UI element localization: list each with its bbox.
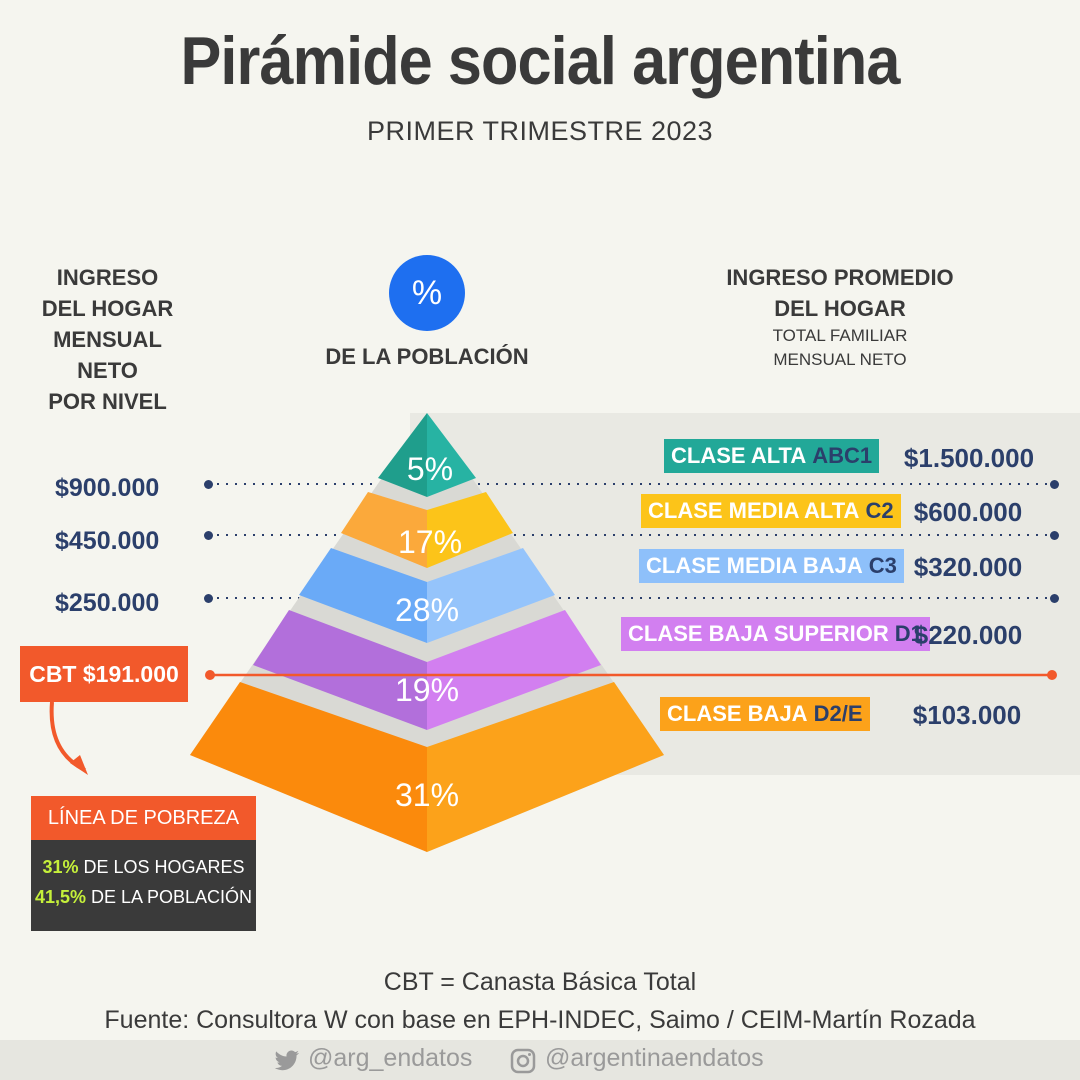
avg-income-baja: $103.000 xyxy=(912,700,1022,730)
tier-baja-superior-right-face xyxy=(427,610,601,730)
class-name: CLASE BAJA SUPERIOR xyxy=(628,621,889,646)
threshold-dot xyxy=(1050,594,1059,603)
threshold-dot xyxy=(204,594,213,603)
avg-income-media-baja: $320.000 xyxy=(913,552,1023,582)
threshold-value: $250.000 xyxy=(55,589,160,617)
threshold-dot xyxy=(1050,531,1059,540)
threshold-dot xyxy=(1050,480,1059,489)
class-badge-media-alta: CLASE MEDIA ALTA C2 xyxy=(641,494,901,528)
households-percent: 31% xyxy=(42,857,79,877)
threshold-value: $450.000 xyxy=(55,527,160,555)
percent-label-media-alta: 17% xyxy=(397,524,463,560)
instagram-icon xyxy=(510,1048,536,1074)
households-label: DE LOS HOGARES xyxy=(83,857,245,877)
poverty-population: 41,5% DE LA POBLACIÓN xyxy=(31,887,256,908)
class-name: CLASE MEDIA ALTA xyxy=(648,498,860,523)
footer-source: Fuente: Consultora W con base en EPH-IND… xyxy=(104,1006,976,1034)
left-header-line: MENSUAL NETO xyxy=(53,327,162,383)
left-header-line: POR NIVEL xyxy=(48,389,167,414)
left-column-header: INGRESO DEL HOGAR MENSUAL NETO POR NIVEL xyxy=(20,262,195,417)
class-badge-media-baja: CLASE MEDIA BAJA C3 xyxy=(639,549,904,583)
tier-baja-right-face xyxy=(427,682,664,852)
threshold-dot xyxy=(204,531,213,540)
class-badge-alta: CLASE ALTA ABC1 xyxy=(664,439,880,473)
right-header-subline: TOTAL FAMILIAR xyxy=(772,326,908,345)
tier-media-alta-right-face xyxy=(427,492,513,568)
class-code: C2 xyxy=(865,498,894,523)
poverty-households: 31% DE LOS HOGARES xyxy=(31,857,256,878)
percent-label-alta: 5% xyxy=(406,451,454,487)
threshold-dot xyxy=(204,480,213,489)
class-name: CLASE MEDIA BAJA xyxy=(646,553,863,578)
tier-media-baja-left-face xyxy=(299,548,427,643)
percent-label-media-baja: 28% xyxy=(394,592,460,628)
avg-income-baja-superior: $220.000 xyxy=(913,620,1023,650)
population-header: DE LA POBLACIÓN xyxy=(325,344,529,369)
tier-alta-left-face xyxy=(378,413,427,497)
tier-media-alta-left-face xyxy=(341,492,427,568)
class-badge-baja: CLASE BAJA D2/E xyxy=(660,697,870,731)
tier-baja-left-face xyxy=(190,682,427,852)
twitter-handle[interactable]: @arg_endatos xyxy=(308,1044,473,1072)
tier-alta-right-face xyxy=(427,413,476,497)
poverty-line-title: LÍNEA DE POBREZA xyxy=(31,796,256,840)
twitter-icon xyxy=(274,1050,300,1071)
tier-baja-superior-left-face xyxy=(253,610,427,730)
population-percent: 41,5% xyxy=(34,887,86,907)
footer-note: CBT = Canasta Básica Total xyxy=(383,968,697,996)
right-header-line: INGRESO PROMEDIO xyxy=(726,265,954,290)
page-subtitle: PRIMER TRIMESTRE 2023 xyxy=(366,116,714,146)
threshold-value: $900.000 xyxy=(55,474,160,502)
left-header-line: INGRESO xyxy=(56,265,159,290)
instagram-handle[interactable]: @argentinaendatos xyxy=(545,1044,764,1072)
right-header-line: DEL HOGAR xyxy=(774,296,906,321)
cbt-line-start-dot xyxy=(205,670,215,680)
percent-icon: % xyxy=(389,255,465,331)
left-header-line: DEL HOGAR xyxy=(41,296,174,321)
cbt-label-box: CBT $191.000 xyxy=(20,646,188,702)
avg-income-alta: $1.500.000 xyxy=(903,443,1035,473)
class-name: CLASE BAJA xyxy=(667,701,808,726)
class-code: D2/E xyxy=(813,701,863,726)
class-code: D1 xyxy=(894,621,923,646)
population-label: DE LA POBLACIÓN xyxy=(91,887,253,907)
right-header-subline: MENSUAL NETO xyxy=(773,350,907,369)
class-badge-baja-superior: CLASE BAJA SUPERIOR D1 xyxy=(621,617,930,651)
class-code: C3 xyxy=(868,553,897,578)
cbt-line-end-dot xyxy=(1047,670,1057,680)
page-title: Pirámide social argentina xyxy=(180,23,901,99)
cbt-arrow-head xyxy=(70,755,88,775)
right-column-header: INGRESO PROMEDIO DEL HOGAR TOTAL FAMILIA… xyxy=(720,262,960,372)
class-name: CLASE ALTA xyxy=(671,443,807,468)
percent-label-baja-superior: 19% xyxy=(394,672,460,708)
tier-media-baja-right-face xyxy=(427,548,555,643)
class-code: ABC1 xyxy=(812,443,873,468)
social-bar: @arg_endatos @argentinaendatos xyxy=(0,1040,1080,1080)
percent-label-baja: 31% xyxy=(394,777,460,813)
avg-income-media-alta: $600.000 xyxy=(913,497,1023,527)
poverty-line-box: LÍNEA DE POBREZA 31% DE LOS HOGARES 41,5… xyxy=(31,796,256,931)
